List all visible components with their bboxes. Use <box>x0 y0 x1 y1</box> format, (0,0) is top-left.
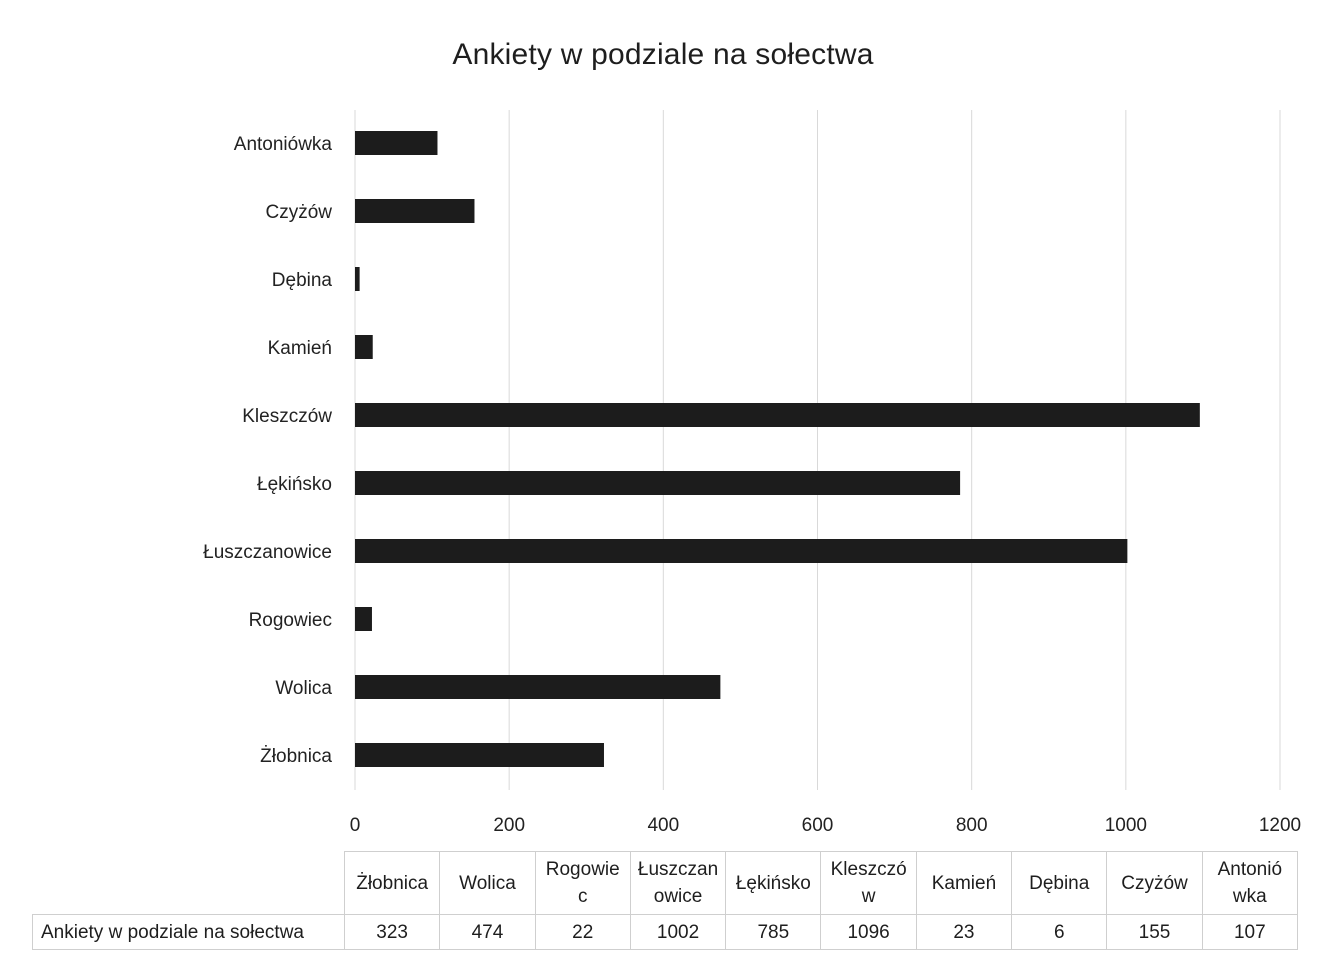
data-table-header-cell: Żłobnica <box>343 851 441 915</box>
bar-7 <box>355 607 372 631</box>
data-table-value-cell: 474 <box>439 914 536 950</box>
bar-2 <box>355 267 360 291</box>
data-table-value-cell: 1002 <box>629 914 727 950</box>
bar-chart: Antoniówka Czyżów Dębina Kamień Kleszczów Łęk… <box>203 110 1301 836</box>
category-label: Kamień <box>268 338 332 359</box>
data-table-header-cell: Kamień <box>915 851 1013 915</box>
data-table-value-row: Ankiety w podziale na sołectwa 323 474 22 1… <box>32 914 1298 950</box>
category-label: Żłobnica <box>260 746 332 767</box>
data-table-value-cell: 22 <box>534 914 631 950</box>
data-table-header-cell: Wolica <box>439 851 536 915</box>
category-labels: Antoniówka Czyżów Dębina Kamień Kleszczów Łęk… <box>203 134 332 767</box>
bar-1 <box>355 199 475 223</box>
category-label: Wolica <box>275 678 332 699</box>
data-table-value-cell: 107 <box>1201 914 1298 950</box>
data-table-row-label: Ankiety w podziale na sołectwa <box>32 914 345 950</box>
x-tick-label: 600 <box>802 815 834 836</box>
x-tick-label: 1000 <box>1105 815 1147 836</box>
data-table-value-cell: 6 <box>1011 914 1108 950</box>
category-label: Dębina <box>272 270 333 291</box>
data-table-header-cell: Łuszczan owice <box>629 851 727 915</box>
data-table-corner <box>32 851 345 915</box>
gridlines <box>354 110 1281 790</box>
x-tick-label: 1200 <box>1259 815 1301 836</box>
bar-3 <box>355 335 373 359</box>
data-table-header-cell: Antonió wka <box>1201 851 1298 915</box>
bar-9 <box>355 743 604 767</box>
data-table-header-cell: Rogowie c <box>534 851 631 915</box>
data-table-header-cell: Kleszczó w <box>820 851 917 915</box>
category-label: Czyżów <box>265 202 332 223</box>
bar-6 <box>355 539 1128 563</box>
data-table-header-cell: Dębina <box>1011 851 1108 915</box>
data-table-header-cell: Czyżów <box>1106 851 1203 915</box>
x-tick-label: 400 <box>647 815 679 836</box>
bar-4 <box>355 403 1200 427</box>
category-label: Łękińsko <box>257 474 332 495</box>
bar-8 <box>355 675 721 699</box>
data-table-header-cell: Łękińsko <box>725 851 822 915</box>
data-table-value-cell: 155 <box>1106 914 1203 950</box>
bars <box>355 131 1200 767</box>
category-label: Rogowiec <box>249 610 332 631</box>
category-label: Antoniówka <box>234 134 333 155</box>
category-label: Kleszczów <box>242 406 332 427</box>
chart-title: Ankiety w podziale na sołectwa <box>452 38 874 71</box>
data-table-value-cell: 1096 <box>820 914 917 950</box>
x-axis-tick-labels: 0 200 400 600 800 1000 1200 <box>350 815 1301 836</box>
bar-5 <box>355 471 961 495</box>
category-label: Łuszczanowice <box>203 542 332 563</box>
data-table-value-cell: 785 <box>725 914 822 950</box>
x-tick-label: 200 <box>493 815 525 836</box>
data-table-value-cell: 23 <box>915 914 1013 950</box>
bar-0 <box>355 131 438 155</box>
data-table: Żłobnica Wolica Rogowie c Łuszczan owice Łękiń… <box>32 851 1298 950</box>
data-table-value-cell: 323 <box>343 914 441 950</box>
x-tick-label: 800 <box>956 815 988 836</box>
x-tick-label: 0 <box>350 815 361 836</box>
data-table-header-row: Żłobnica Wolica Rogowie c Łuszczan owice Łękiń… <box>32 851 1298 915</box>
